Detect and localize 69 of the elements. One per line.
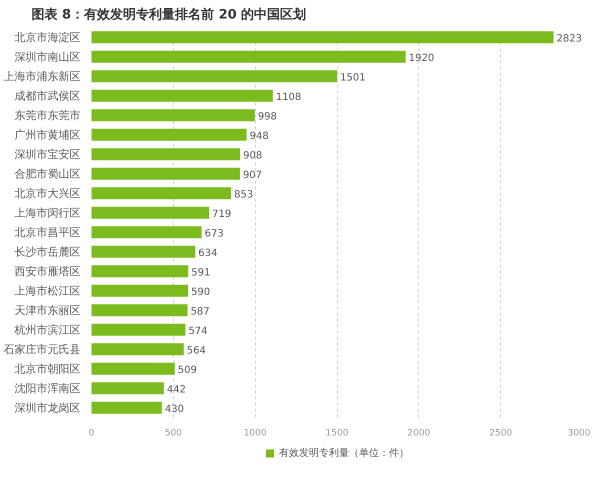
y-tick-label: 深圳市龙岗区 xyxy=(14,401,80,414)
data-label: 908 xyxy=(243,150,262,162)
bar xyxy=(92,50,406,63)
bar xyxy=(92,246,196,258)
y-tick-label: 长沙市岳麓区 xyxy=(14,245,80,258)
data-label: 907 xyxy=(242,170,262,181)
bar xyxy=(92,187,232,200)
data-label: 591 xyxy=(191,267,210,278)
y-tick-label: 广州市黄埔区 xyxy=(14,128,80,142)
bar xyxy=(92,148,240,160)
data-label: 590 xyxy=(191,286,210,298)
data-label: 587 xyxy=(190,306,210,318)
data-label: 1920 xyxy=(408,52,434,64)
y-tick-label: 西安市雁塔区 xyxy=(14,264,80,278)
x-tick-label: 3000 xyxy=(568,428,591,438)
bar xyxy=(92,109,255,122)
y-tick-label: 深圳市南山区 xyxy=(14,50,80,64)
bar xyxy=(92,324,186,336)
y-tick-label: 成都市武侯区 xyxy=(14,89,80,102)
y-tick-label: 合肥市蜀山区 xyxy=(14,167,80,180)
y-tick-label: 北京市大兴区 xyxy=(14,186,80,200)
bar xyxy=(92,284,188,297)
data-label: 2823 xyxy=(556,33,582,44)
bar xyxy=(92,31,554,44)
y-tick-label: 石家庄市元氏县 xyxy=(4,342,80,356)
data-label: 948 xyxy=(250,130,269,142)
chart-title: 图表 8：有效发明专利量排名前 20 的中国区划 xyxy=(32,6,306,22)
data-label: 564 xyxy=(186,345,206,356)
data-label: 442 xyxy=(166,384,186,396)
y-tick-label: 北京市朝阳区 xyxy=(14,362,80,376)
x-tick-label: 1500 xyxy=(326,428,349,438)
y-tick-label: 沈阳市浑南区 xyxy=(14,382,80,395)
bar xyxy=(92,362,175,375)
x-tick-label: 500 xyxy=(164,428,182,438)
y-tick-label: 北京市昌平区 xyxy=(14,226,80,239)
bar xyxy=(92,168,240,180)
bar xyxy=(92,128,247,141)
bar xyxy=(92,226,202,238)
y-tick-label: 深圳市宝安区 xyxy=(14,148,80,161)
bar xyxy=(92,206,210,219)
legend-label: 有效发明专利量（单位：件） xyxy=(279,446,409,460)
x-tick-label: 0 xyxy=(88,428,95,438)
bar xyxy=(92,402,162,414)
data-label: 673 xyxy=(204,228,224,240)
y-tick-label: 杭州市滨江区 xyxy=(14,323,80,336)
bar xyxy=(92,265,188,278)
data-label: 634 xyxy=(198,248,218,259)
data-label: 1501 xyxy=(340,72,366,84)
y-tick-label: 上海市松江区 xyxy=(14,284,80,298)
y-tick-label: 东莞市东莞市 xyxy=(14,108,80,122)
x-tick-label: 2500 xyxy=(489,428,512,438)
bar xyxy=(92,343,184,356)
data-label: 574 xyxy=(188,326,208,337)
y-tick-label: 上海市浦东新区 xyxy=(4,70,80,83)
data-label: 509 xyxy=(178,364,197,376)
bar xyxy=(92,304,188,316)
bar xyxy=(92,382,164,394)
y-tick-label: 上海市闵行区 xyxy=(14,206,80,220)
data-label: 853 xyxy=(234,189,254,200)
data-label: 430 xyxy=(164,404,184,415)
x-tick-label: 1000 xyxy=(244,428,267,438)
y-tick-label: 北京市海淀区 xyxy=(14,30,80,44)
x-tick-label: 2000 xyxy=(407,428,431,438)
y-tick-label: 天津市东丽区 xyxy=(14,304,80,317)
data-label: 998 xyxy=(258,111,277,122)
data-label: 719 xyxy=(212,208,232,220)
data-label: 1108 xyxy=(276,92,302,103)
bar xyxy=(92,90,273,102)
bar xyxy=(92,70,338,82)
